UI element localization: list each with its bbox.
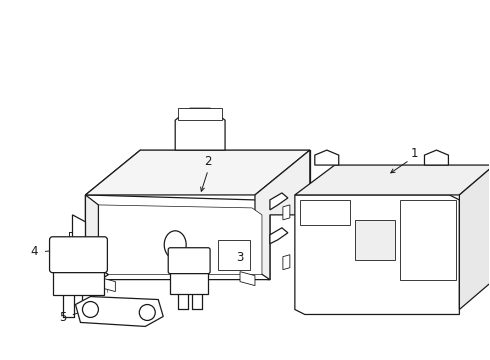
Polygon shape (85, 195, 270, 280)
Polygon shape (424, 150, 448, 165)
Polygon shape (283, 255, 290, 270)
Text: 5: 5 (59, 311, 66, 324)
Circle shape (139, 305, 155, 320)
Polygon shape (100, 278, 115, 292)
Polygon shape (52, 250, 104, 294)
Polygon shape (170, 257, 208, 293)
FancyBboxPatch shape (168, 248, 210, 274)
Circle shape (82, 302, 98, 318)
Polygon shape (175, 108, 225, 150)
Text: 2: 2 (204, 154, 212, 167)
Polygon shape (73, 215, 85, 262)
Polygon shape (399, 200, 456, 280)
Polygon shape (270, 228, 288, 244)
Polygon shape (270, 193, 288, 210)
Polygon shape (460, 165, 490, 310)
Polygon shape (315, 150, 339, 165)
Polygon shape (295, 195, 460, 315)
Polygon shape (218, 240, 250, 270)
Polygon shape (75, 297, 163, 327)
Polygon shape (300, 200, 350, 225)
Polygon shape (178, 108, 222, 120)
Text: 3: 3 (236, 251, 244, 264)
Text: 4: 4 (31, 245, 38, 258)
Ellipse shape (164, 231, 186, 259)
Polygon shape (295, 165, 490, 195)
Polygon shape (98, 205, 262, 275)
Polygon shape (255, 150, 310, 280)
Polygon shape (355, 220, 394, 260)
Text: 1: 1 (411, 147, 418, 159)
FancyBboxPatch shape (49, 237, 107, 273)
Polygon shape (283, 205, 290, 220)
Polygon shape (85, 150, 310, 195)
Polygon shape (240, 272, 255, 285)
Polygon shape (85, 195, 108, 280)
